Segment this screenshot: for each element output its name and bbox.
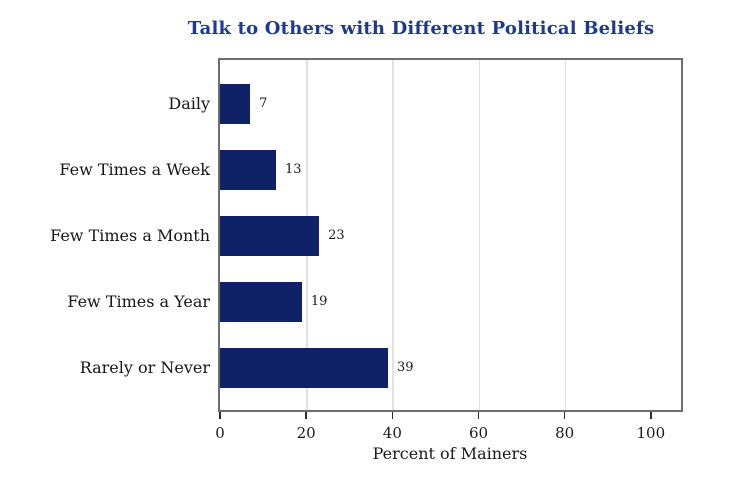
x-tick-label: 80: [555, 424, 575, 442]
category-label: Few Times a Month: [50, 226, 210, 245]
x-tick: [305, 412, 307, 419]
x-axis-ticks: [219, 412, 681, 420]
chart-title: Talk to Others with Different Political …: [187, 18, 655, 39]
x-tick: [219, 412, 221, 419]
bar: [220, 216, 320, 256]
plot-area: 7 13 23 19 39: [218, 58, 683, 412]
gridline: [564, 60, 567, 410]
bar: [220, 150, 276, 190]
category-axis: Daily Few Times a Week Few Times a Month Fe…: [0, 60, 210, 410]
category-label: Few Times a Year: [67, 292, 210, 311]
bar: [220, 84, 251, 124]
x-tick-label: 100: [636, 424, 666, 442]
gridline: [478, 60, 480, 410]
bar-value-label: 39: [397, 360, 414, 375]
x-tick-label: 0: [215, 424, 225, 442]
bar-value-label: 7: [259, 96, 268, 111]
x-tick-label: 40: [382, 424, 402, 442]
gridline: [392, 60, 394, 410]
x-axis-label: Percent of Mainers: [372, 444, 528, 463]
x-tick: [650, 412, 652, 419]
bar: [220, 282, 302, 322]
category-label: Few Times a Week: [59, 160, 210, 179]
x-tick-label: 60: [468, 424, 489, 442]
bar-value-label: 19: [310, 294, 328, 309]
x-tick: [563, 412, 566, 419]
category-label: Daily: [168, 94, 210, 113]
bar: [220, 348, 389, 388]
bar-value-label: 13: [285, 162, 302, 177]
x-axis-tick-labels: 0 20 40 60 80 100: [215, 424, 681, 442]
x-tick: [391, 412, 394, 419]
category-label: Rarely or Never: [79, 358, 210, 377]
bar-value-label: 23: [328, 228, 345, 243]
x-tick: [477, 412, 480, 419]
x-tick-label: 20: [296, 424, 316, 442]
